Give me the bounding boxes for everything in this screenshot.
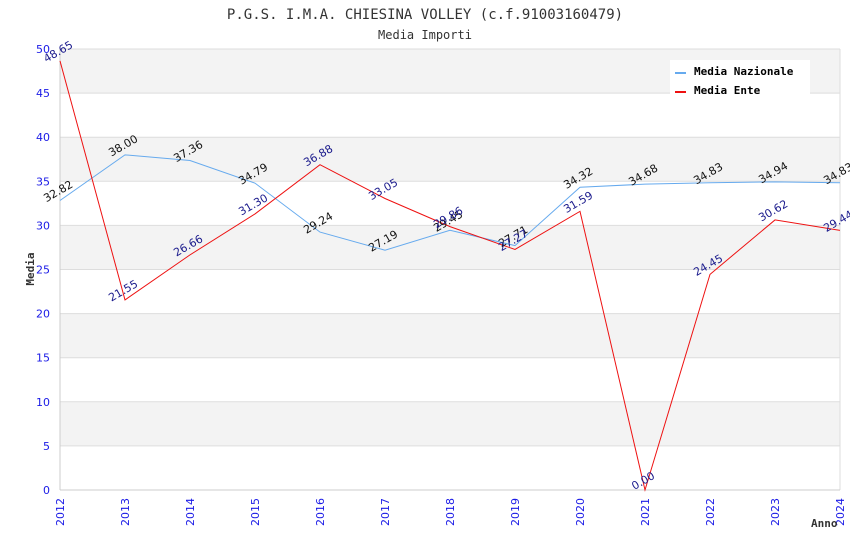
x-tick-label: 2020 (574, 498, 587, 526)
x-tick-label: 2024 (834, 498, 847, 526)
plot-band (60, 401, 840, 446)
plot-band (60, 313, 840, 358)
x-tick-label: 2015 (249, 498, 262, 526)
y-axis-ticks: 0 5 10 15 20 25 30 35 40 45 50 (36, 43, 50, 497)
y-tick-label: 0 (43, 484, 50, 497)
chart-title: P.G.S. I.M.A. CHIESINA VOLLEY (c.f.91003… (227, 7, 623, 23)
y-tick-label: 10 (36, 396, 50, 409)
x-tick-label: 2021 (639, 498, 652, 526)
y-tick-label: 15 (36, 352, 50, 365)
plot-band (60, 93, 840, 138)
y-tick-label: 30 (36, 219, 50, 232)
y-tick-label: 25 (36, 264, 50, 277)
plot-band (60, 445, 840, 490)
x-tick-label: 2016 (314, 498, 327, 526)
legend: Media Nazionale Media Ente (670, 60, 810, 98)
y-tick-label: 40 (36, 131, 50, 144)
series-line-media-ente (59, 60, 841, 492)
y-tick-label: 45 (36, 87, 50, 100)
x-tick-label: 2012 (54, 498, 67, 526)
x-tick-label: 2019 (509, 498, 522, 526)
plot-band (60, 225, 840, 270)
legend-label-media-nazionale: Media Nazionale (694, 65, 794, 78)
series-line-media-nazionale (59, 154, 841, 251)
x-axis-label: Anno (811, 517, 838, 530)
legend-box (670, 60, 810, 98)
x-tick-label: 2018 (444, 498, 457, 526)
chart-subtitle: Media Importi (378, 28, 472, 42)
y-tick-label: 20 (36, 308, 50, 321)
plot-band (60, 357, 840, 402)
plot-band (60, 269, 840, 314)
x-tick-label: 2014 (184, 498, 197, 526)
legend-label-media-ente: Media Ente (694, 84, 761, 97)
x-axis-ticks: 2012 2013 2014 2015 2016 2017 2018 2019 2020 2021… (54, 498, 847, 526)
plot-band (60, 181, 840, 226)
y-tick-label: 50 (36, 43, 50, 56)
x-tick-label: 2022 (704, 498, 717, 526)
x-tick-label: 2023 (769, 498, 782, 526)
plot-background-bands (60, 49, 840, 490)
y-tick-label: 5 (43, 440, 50, 453)
y-tick-label: 35 (36, 175, 50, 188)
y-axis-label: Media (24, 252, 37, 285)
x-tick-label: 2017 (379, 498, 392, 526)
plot-band (60, 137, 840, 182)
series-lines (59, 60, 841, 492)
x-tick-label: 2013 (119, 498, 132, 526)
